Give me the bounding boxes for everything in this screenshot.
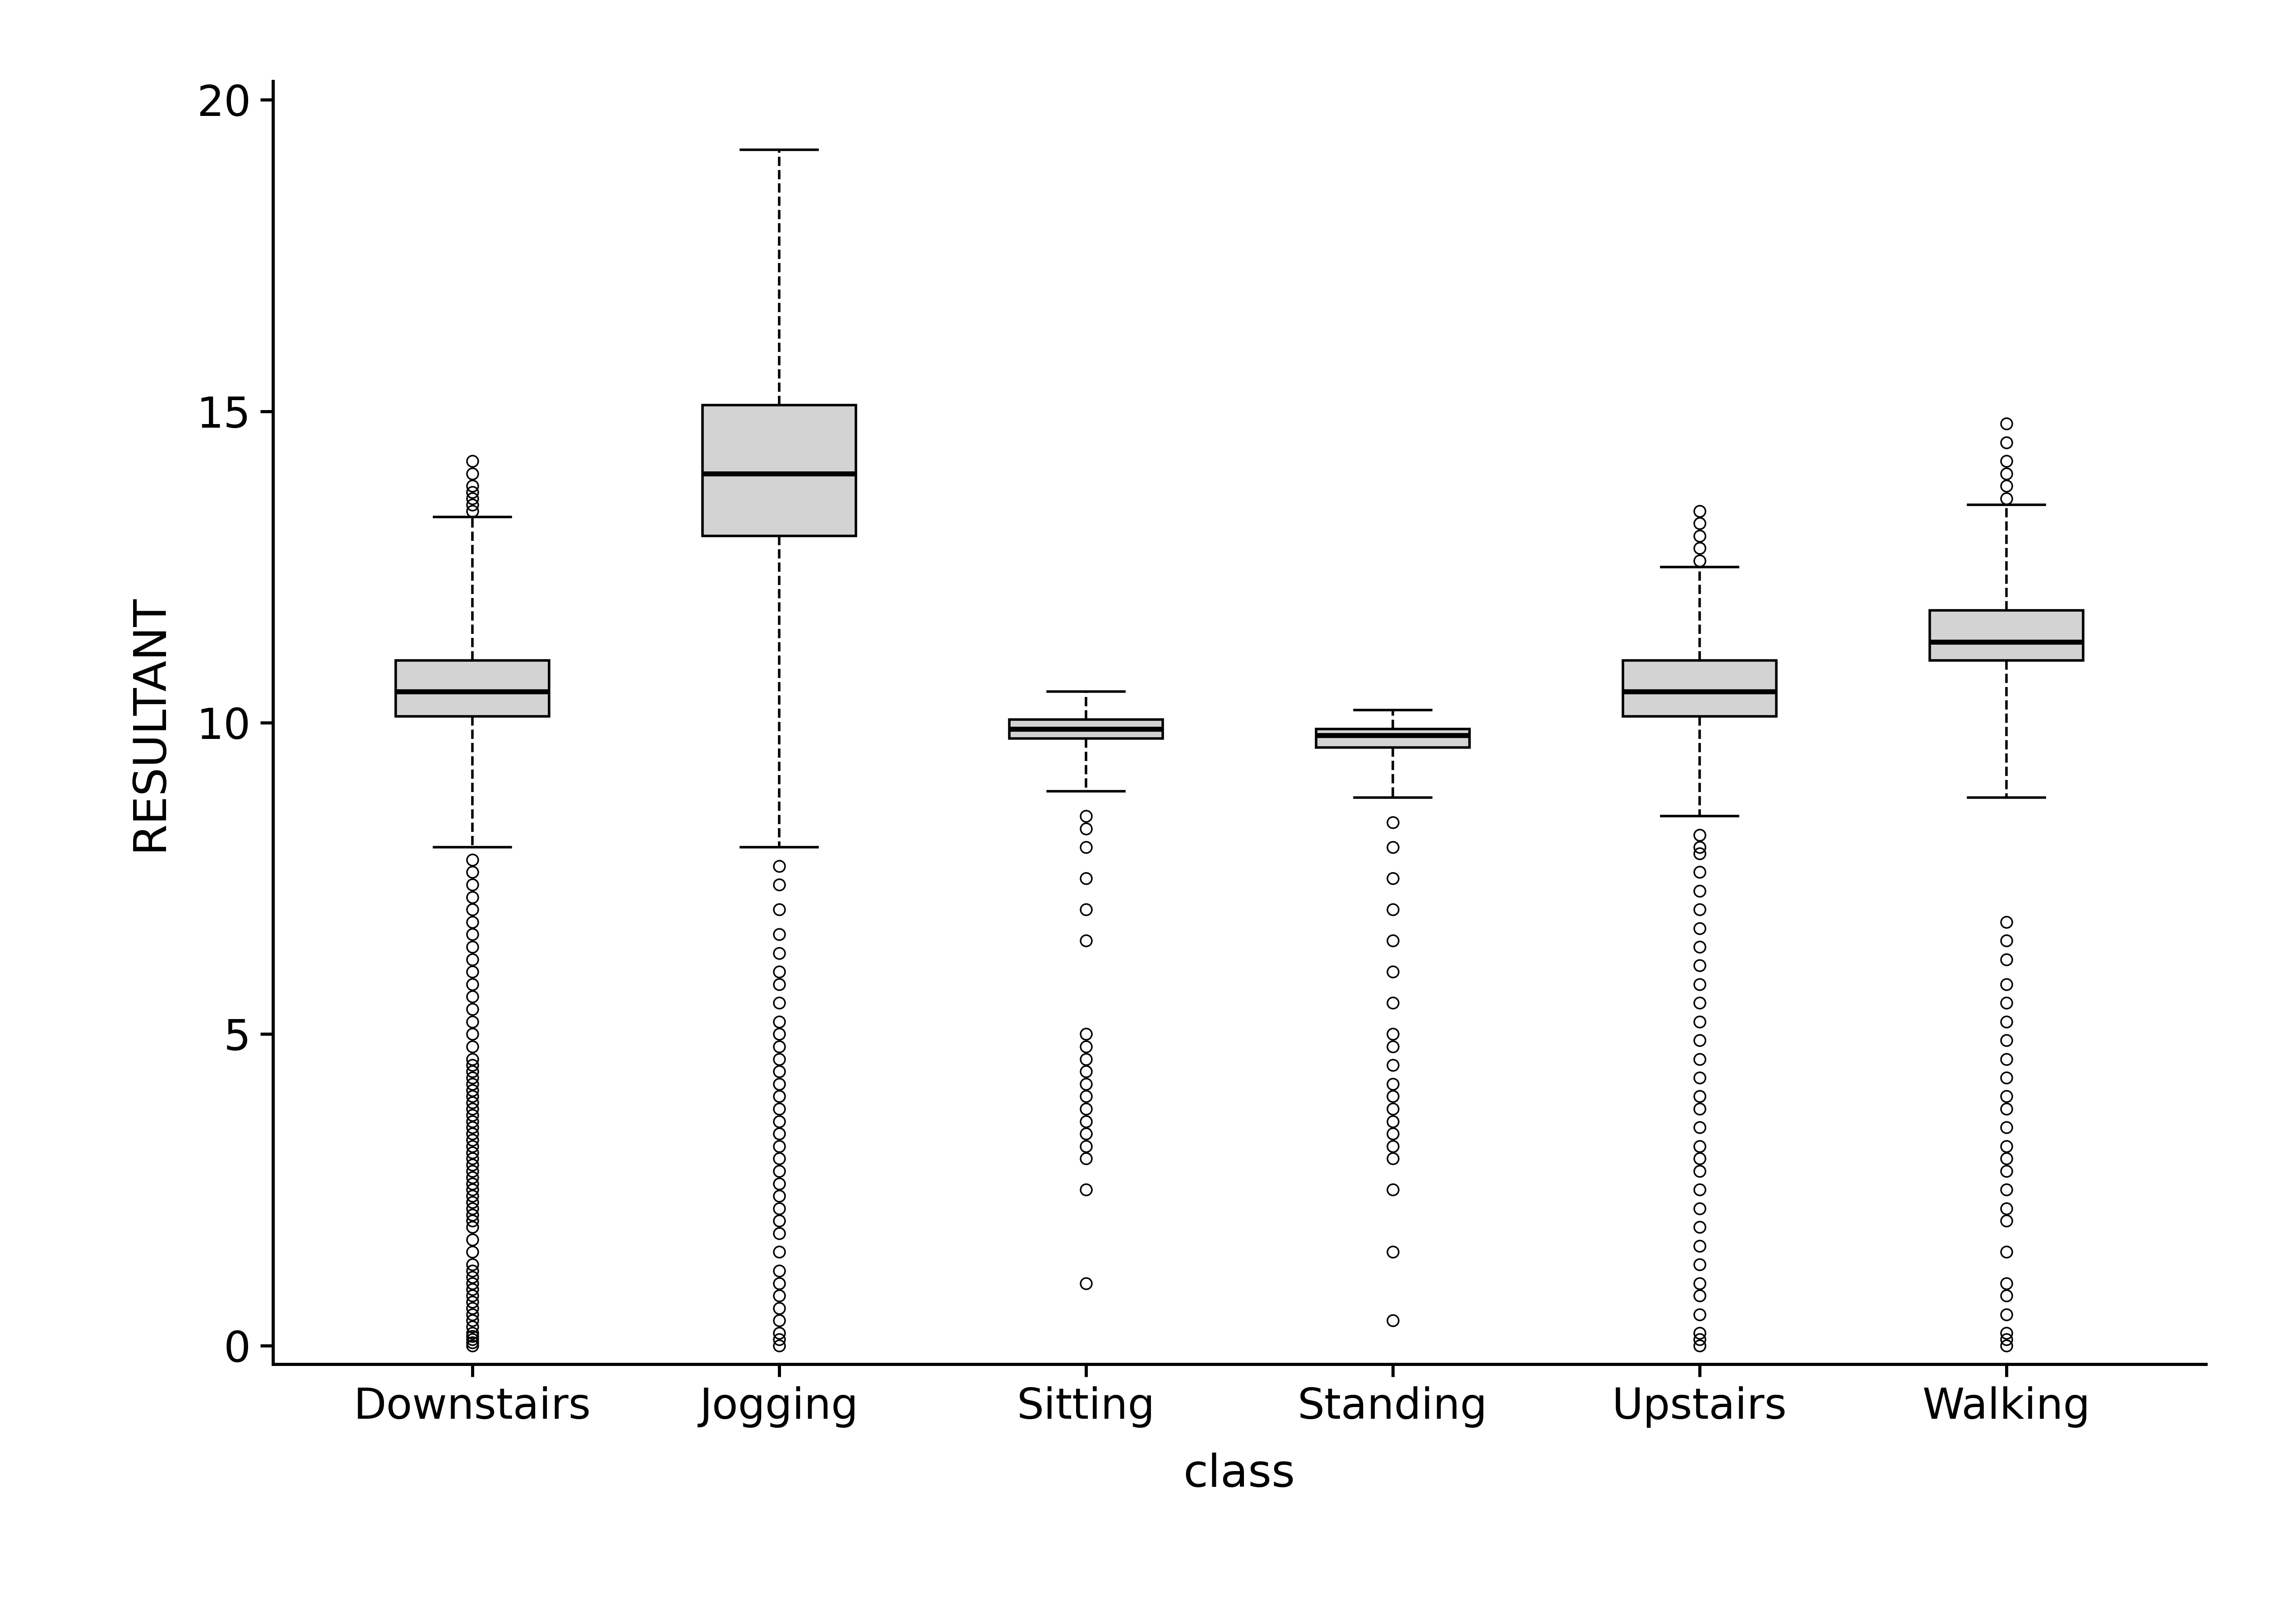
PathPatch shape — [1931, 611, 2083, 661]
PathPatch shape — [396, 661, 548, 716]
PathPatch shape — [1010, 719, 1162, 739]
PathPatch shape — [703, 404, 855, 536]
PathPatch shape — [1624, 661, 1776, 716]
X-axis label: class: class — [1182, 1452, 1296, 1496]
PathPatch shape — [1317, 729, 1469, 747]
Y-axis label: RESULTANT: RESULTANT — [127, 594, 171, 851]
